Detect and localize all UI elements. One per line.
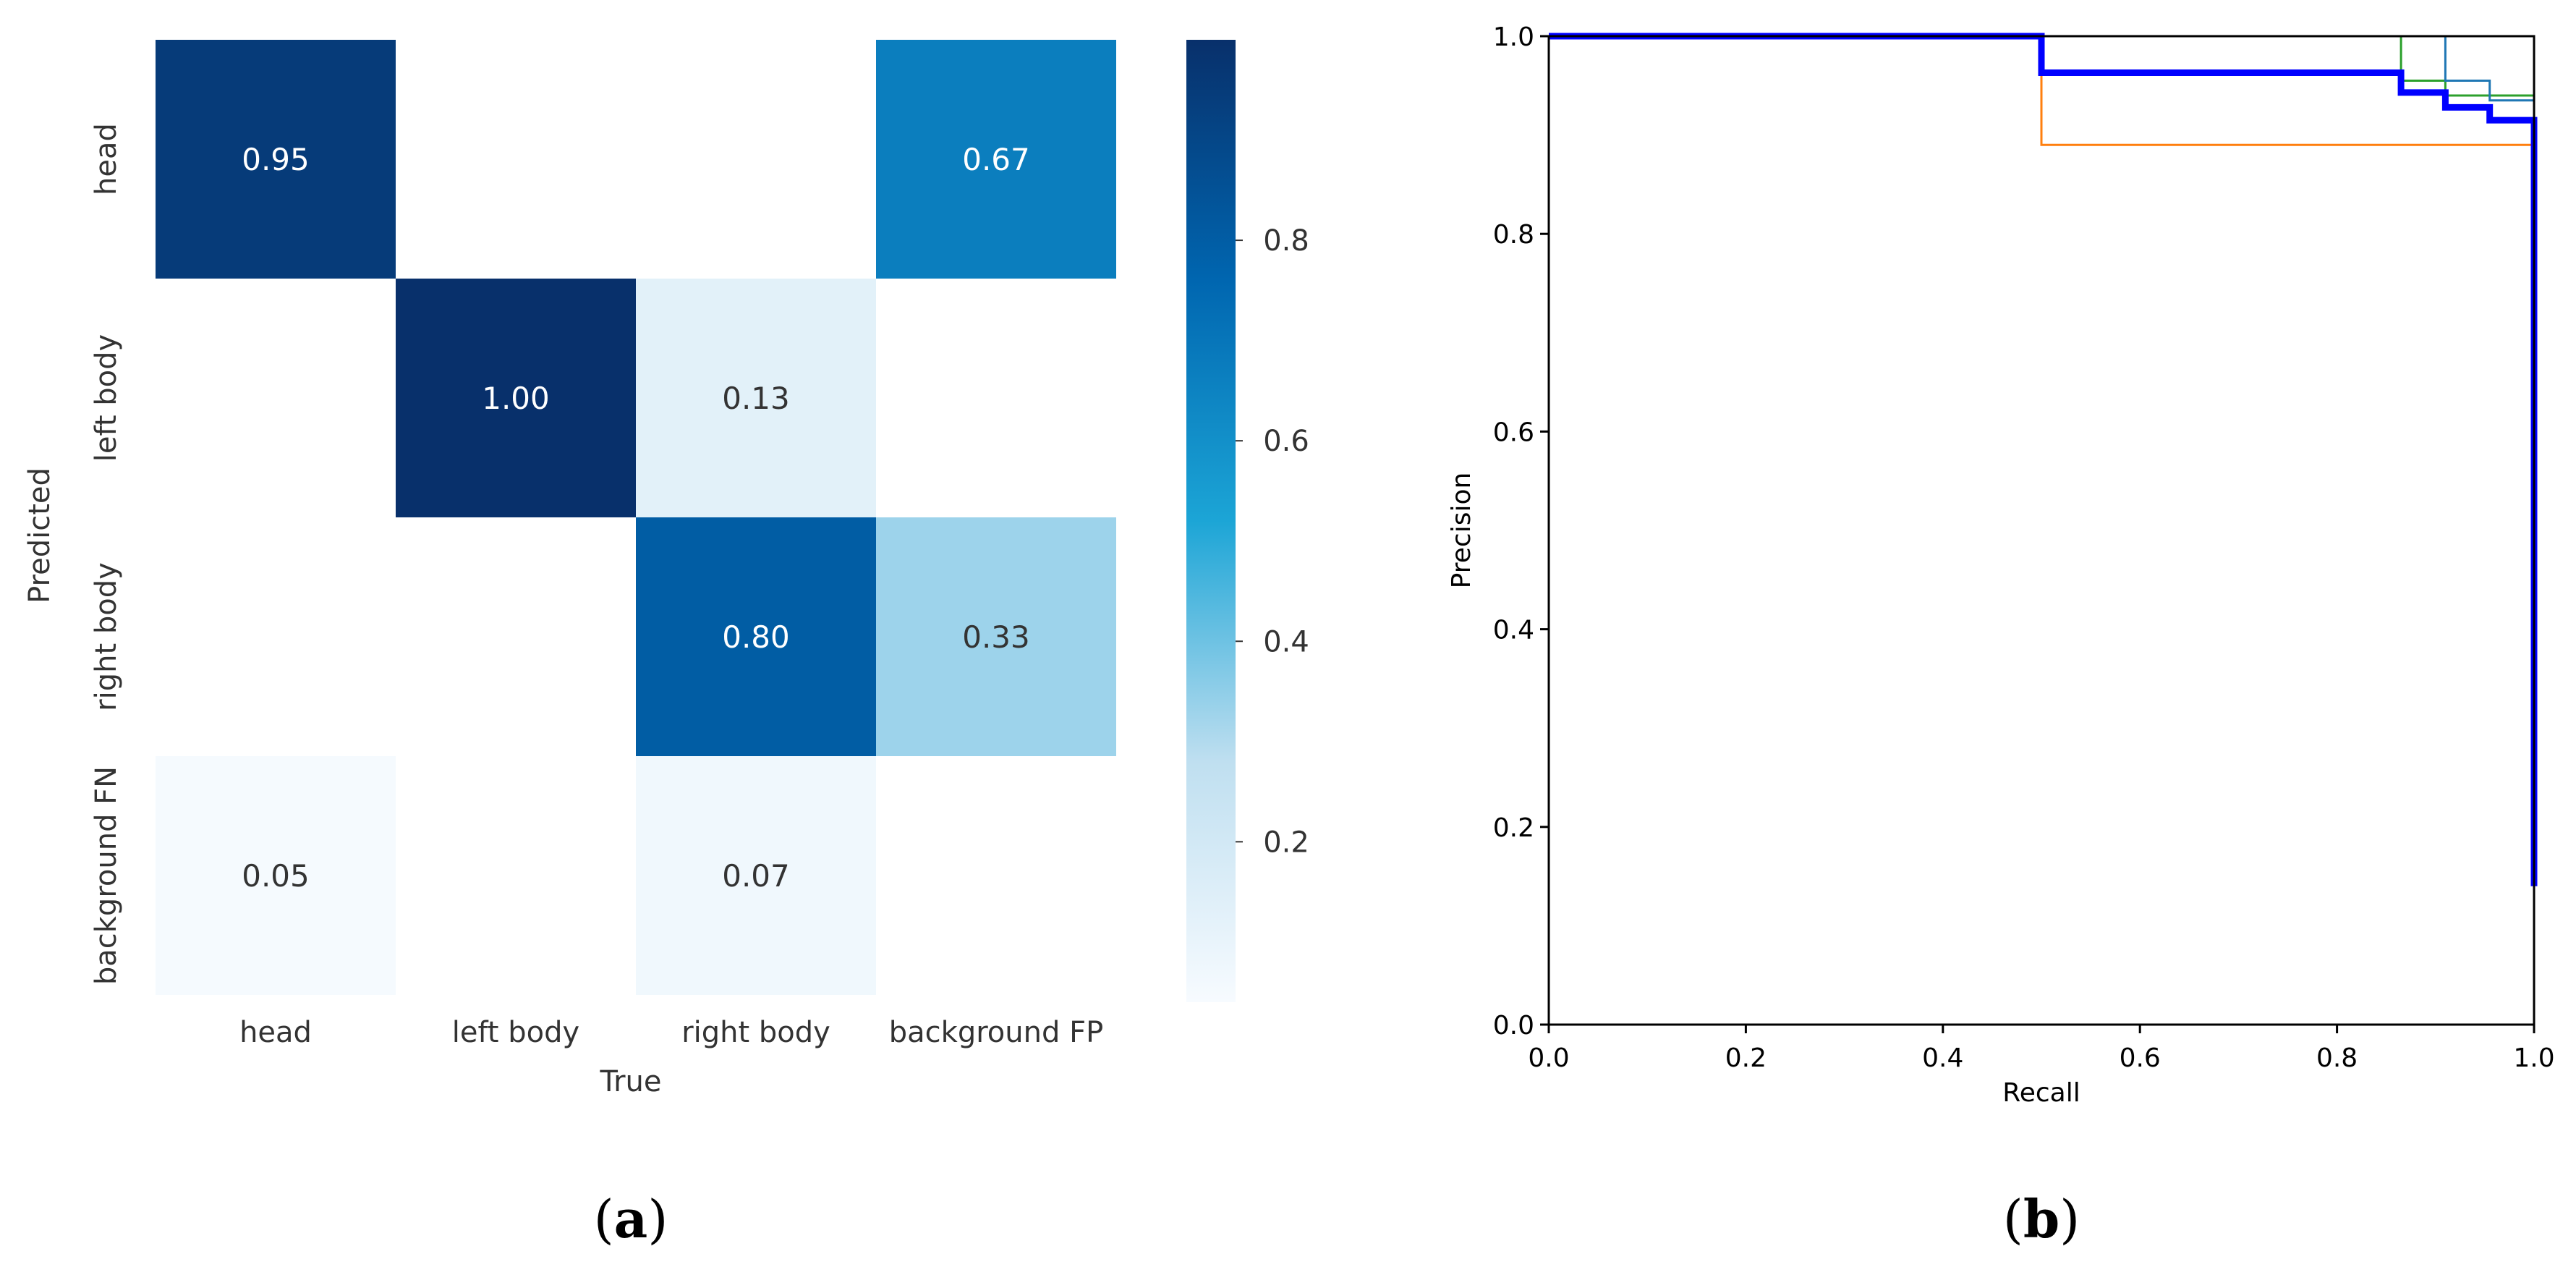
heatmap-cell-head-background-fp xyxy=(876,40,1116,279)
pr-curve-all-classes xyxy=(1549,33,2538,886)
colorbar-ticks: 0.2 0.4 0.6 0.8 xyxy=(1236,224,1309,859)
x-tick-label-right-body: right body xyxy=(681,1016,830,1049)
confusion-matrix-x-tick-labels: head left body right body background FP xyxy=(239,1016,1103,1049)
confusion-matrix-cells: 0.95 0.67 1.00 0.13 0.80 0.33 0.05 0.07 xyxy=(156,40,1116,995)
y-tick-label-background-fn: background FN xyxy=(90,766,123,985)
colorbar-tick-label: 0.2 xyxy=(1263,826,1309,859)
precision-recall-curves xyxy=(1549,33,2538,926)
heatmap-cell-left-body-left-body xyxy=(396,279,636,517)
pr-curve-green xyxy=(1549,35,2535,926)
heatmap-cell-label: 0.13 xyxy=(722,381,790,416)
heatmap-cell-label: 0.95 xyxy=(242,142,310,177)
heatmap-cell-right-body-right-body xyxy=(636,517,876,756)
confusion-matrix-x-axis-label: True xyxy=(600,1065,662,1098)
colorbar-gradient xyxy=(1186,40,1236,1002)
heatmap-cell-label: 0.33 xyxy=(962,619,1030,655)
x-tick-label: 0.8 xyxy=(2316,1043,2358,1073)
colorbar-tick-label: 0.4 xyxy=(1263,625,1309,658)
confusion-matrix-y-axis-label: Predicted xyxy=(23,467,56,603)
precision-recall-panel: 0.0 0.2 0.4 0.6 0.8 1.0 0.0 0.2 0.4 0.6 0.8 1.0 Re… xyxy=(1447,22,2555,1250)
x-tick-label: 1.0 xyxy=(2513,1043,2554,1073)
x-tick-label-background-fp: background FP xyxy=(889,1016,1103,1049)
panel-a-caption: (a) xyxy=(594,1188,668,1250)
colorbar-tick-label: 0.6 xyxy=(1263,425,1309,458)
colorbar: 0.2 0.4 0.6 0.8 xyxy=(1186,40,1309,1002)
x-tick-label-left-body: left body xyxy=(452,1016,579,1049)
y-tick-label: 0.0 xyxy=(1493,1011,1534,1041)
panel-b-letter: b xyxy=(2023,1188,2059,1250)
x-tick-label: 0.4 xyxy=(1922,1043,1963,1073)
heatmap-cell-left-body-right-body xyxy=(636,279,876,517)
heatmap-cell-background-fn-head xyxy=(156,756,396,995)
heatmap-cell-label: 0.80 xyxy=(722,619,790,655)
y-tick-label: 0.6 xyxy=(1493,418,1534,447)
heatmap-cell-label: 0.05 xyxy=(242,858,310,894)
panel-a-letter: a xyxy=(614,1188,648,1250)
y-tick-label: 0.4 xyxy=(1493,616,1534,645)
x-tick-label: 0.2 xyxy=(1725,1043,1767,1073)
panel-b-caption: (b) xyxy=(2003,1188,2080,1250)
y-tick-label: 1.0 xyxy=(1493,22,1534,52)
y-axis-label: Precision xyxy=(1447,473,1476,589)
y-axis-ticks: 0.0 0.2 0.4 0.6 0.8 1.0 xyxy=(1493,22,1549,1041)
confusion-matrix-y-tick-labels: head left body right body background FN xyxy=(90,123,123,985)
x-tick-label-head: head xyxy=(239,1016,312,1049)
heatmap-cell-label: 1.00 xyxy=(482,381,550,416)
colorbar-tick-label: 0.8 xyxy=(1263,224,1309,258)
heatmap-cell-right-body-background-fp xyxy=(876,517,1116,756)
heatmap-cell-head-head xyxy=(156,40,396,279)
x-tick-label: 0.6 xyxy=(2120,1043,2161,1073)
confusion-matrix-panel: 0.95 0.67 1.00 0.13 0.80 0.33 0.05 0.07 head lef… xyxy=(23,40,1309,1250)
y-tick-label: 0.8 xyxy=(1493,220,1534,250)
heatmap-cell-label: 0.67 xyxy=(962,142,1030,177)
heatmap-cell-background-fn-right-body xyxy=(636,756,876,995)
x-tick-label: 0.0 xyxy=(1528,1043,1569,1073)
y-tick-label: 0.2 xyxy=(1493,813,1534,843)
plot-frame xyxy=(1547,35,2535,1026)
pr-curve-cyan-blue xyxy=(1549,35,2535,926)
x-axis-ticks: 0.0 0.2 0.4 0.6 0.8 1.0 xyxy=(1528,1025,2555,1073)
y-tick-label-left-body: left body xyxy=(90,334,123,462)
heatmap-cell-label: 0.07 xyxy=(722,858,790,894)
x-axis-label: Recall xyxy=(2002,1078,2080,1108)
y-tick-label-head: head xyxy=(90,123,123,195)
y-tick-label-right-body: right body xyxy=(90,562,123,711)
pr-curve-orange xyxy=(1549,35,2535,926)
